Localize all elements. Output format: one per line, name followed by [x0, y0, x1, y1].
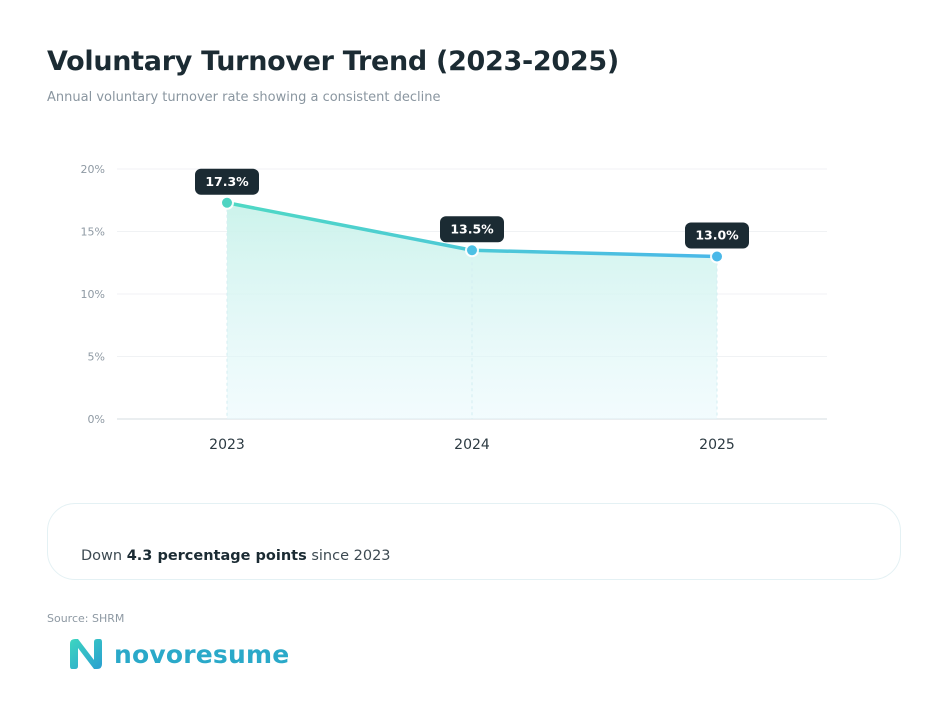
x-tick-label: 2023 — [209, 437, 245, 453]
svg-text:13.0%: 13.0% — [695, 228, 739, 243]
summary-highlight: 4.3 percentage points — [126, 548, 307, 564]
brand-name: novoresume — [114, 639, 290, 669]
svg-text:17.3%: 17.3% — [205, 174, 249, 189]
y-tick-label: 15% — [81, 226, 105, 239]
brand-logo: novoresume — [68, 638, 289, 670]
data-point — [222, 197, 232, 208]
data-point — [712, 251, 722, 262]
summary-text: Down 4.3 percentage points since 2023 — [81, 548, 391, 564]
y-axis: 0% 5% 10% 15% 20% — [81, 163, 105, 426]
y-tick-label: 0% — [88, 413, 105, 426]
page-title: Voluntary Turnover Trend (2023-2025) — [47, 46, 619, 77]
drop-lines — [226, 202, 718, 419]
data-labels: 17.3% 13.5% 13.0% — [195, 168, 749, 249]
novoresume-logo-icon — [70, 639, 102, 669]
source-note: Source: SHRM — [47, 612, 125, 625]
x-tick-label: 2024 — [454, 437, 490, 453]
y-tick-label: 20% — [81, 163, 105, 176]
data-label: 13.0% — [685, 222, 749, 249]
x-tick-label: 2025 — [699, 437, 735, 453]
svg-text:13.5%: 13.5% — [450, 221, 494, 236]
data-label: 13.5% — [440, 216, 504, 243]
y-tick-label: 10% — [81, 288, 105, 301]
data-label: 17.3% — [195, 168, 259, 195]
x-axis: 2023 2024 2025 — [209, 437, 735, 453]
page-subtitle: Annual voluntary turnover rate showing a… — [47, 90, 441, 105]
summary-card: Down 4.3 percentage points since 2023 — [47, 503, 901, 580]
y-tick-label: 5% — [88, 351, 105, 364]
summary-prefix: Down — [81, 548, 123, 564]
data-point — [467, 245, 477, 256]
turnover-chart: 0% 5% 10% 15% 20% 2023 2024 2025 17.3% 13.5% 13.… — [81, 163, 827, 453]
data-points — [220, 195, 724, 264]
summary-suffix: since 2023 — [311, 548, 391, 564]
